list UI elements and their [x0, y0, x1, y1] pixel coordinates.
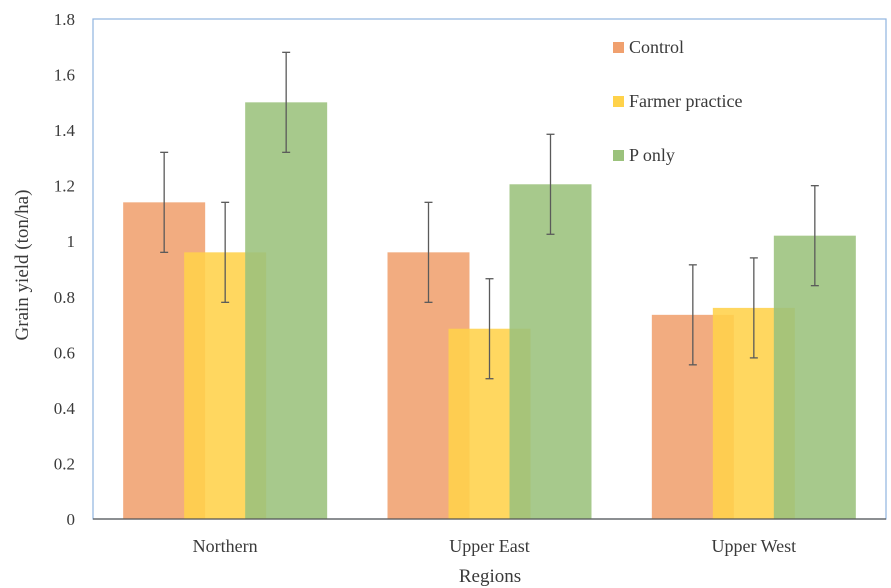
x-axis-title: Regions: [459, 566, 521, 587]
bar-p-only-northern: [245, 102, 328, 519]
y-axis-ticks: 0 0.2 0.4 0.6 0.8 1 1.2 1.4 1.6 1.8: [54, 10, 76, 529]
y-tick-label: 0.6: [54, 343, 75, 362]
error-bars-group: [160, 51, 819, 380]
legend: Control Farmer practice P only: [613, 37, 742, 165]
y-tick-label: 1.6: [54, 66, 75, 85]
legend-swatch: [613, 42, 624, 53]
y-tick-label: 0.2: [54, 454, 75, 473]
legend-label: Control: [629, 37, 684, 57]
y-tick-label: 1.4: [54, 121, 76, 140]
y-axis-title: Grain yield (ton/ha): [12, 190, 33, 341]
x-axis-categories: Northern Upper East Upper West: [193, 536, 797, 556]
bar-p-only-upper-east: [509, 184, 592, 519]
x-category-label: Upper West: [711, 536, 796, 556]
y-tick-label: 1: [67, 232, 76, 251]
y-tick-label: 1.8: [54, 10, 75, 29]
legend-label: P only: [629, 145, 675, 165]
legend-swatch: [613, 150, 624, 161]
legend-swatch: [613, 96, 624, 107]
y-tick-label: 1.2: [54, 177, 75, 196]
y-tick-label: 0: [67, 510, 76, 529]
x-category-label: Upper East: [449, 536, 529, 556]
y-tick-label: 0.4: [54, 399, 76, 418]
y-tick-label: 0.8: [54, 288, 75, 307]
bars-group: [123, 102, 856, 520]
x-category-label: Northern: [193, 536, 258, 556]
legend-label: Farmer practice: [629, 91, 742, 111]
